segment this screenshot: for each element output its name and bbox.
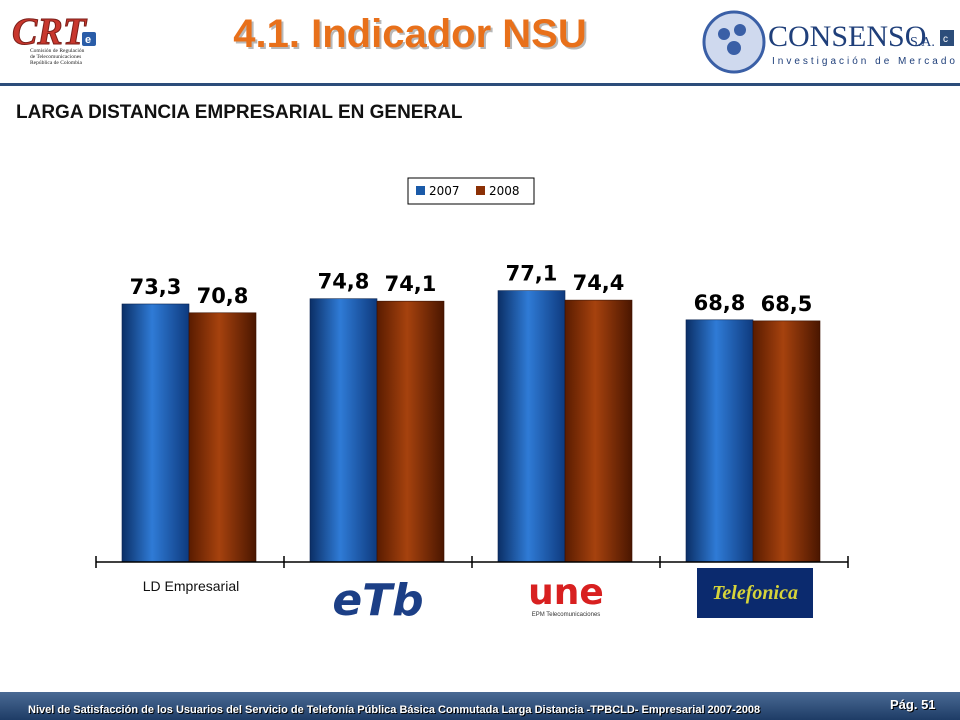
telefonica-logo: Telefonica xyxy=(697,568,813,618)
bar-chart: 2007 2008 73,3 70,8 74,8 74,1 77,1 74,4 68,8 68,… xyxy=(95,177,849,626)
chart-x-axis xyxy=(95,556,849,568)
consenso-tagline: Investigación de Mercados xyxy=(772,56,956,67)
crt-caption-line: de Telecomunicaciones xyxy=(30,54,82,60)
bar-2008-2 xyxy=(376,300,445,563)
bar-2008-4 xyxy=(752,320,821,563)
svg-text:Telefonica: Telefonica xyxy=(712,582,798,604)
bar-2008-1 xyxy=(188,312,257,563)
svg-text:c: c xyxy=(943,34,948,45)
crt-caption-line: Comisión de Regulación xyxy=(30,48,85,54)
svg-text:une: une xyxy=(528,572,604,613)
legend-box xyxy=(407,177,535,205)
data-label: 74,8 xyxy=(318,270,370,294)
chart-data-labels: 73,3 70,8 74,8 74,1 77,1 74,4 68,8 68,5 xyxy=(130,262,813,316)
crt-logo-text: CRT xyxy=(12,11,88,53)
data-label: 77,1 xyxy=(506,262,558,286)
legend-swatch-2007 xyxy=(416,186,425,195)
legend-label-2008: 2008 xyxy=(489,184,520,198)
consenso-logo: CONSENSO S.A. c Investigación de Mercado… xyxy=(702,10,956,74)
header-divider xyxy=(0,83,960,86)
data-label: 68,8 xyxy=(694,291,746,315)
data-label: 70,8 xyxy=(197,284,249,308)
svg-text:e: e xyxy=(85,34,91,46)
consenso-name: CONSENSO xyxy=(768,20,926,53)
x-tick-label: LD Empresarial xyxy=(143,578,239,594)
bar-2007-1 xyxy=(121,303,190,563)
data-label: 74,4 xyxy=(573,271,625,295)
chart-subtitle: LARGA DISTANCIA EMPRESARIAL EN GENERAL xyxy=(16,102,463,123)
consenso-suffix: S.A. xyxy=(910,35,935,50)
footer-bar xyxy=(0,692,960,720)
bar-2007-4 xyxy=(685,319,754,563)
une-logo: une EPM Telecomunicaciones xyxy=(528,572,604,618)
legend-label-2007: 2007 xyxy=(429,184,460,198)
page-number: Pág. 51 xyxy=(890,697,936,712)
data-label: 74,1 xyxy=(385,272,437,296)
crt-logo: CRT e xyxy=(12,11,96,54)
bar-2008-3 xyxy=(564,299,633,563)
data-label: 73,3 xyxy=(130,275,182,299)
crt-caption-line: República de Colombia xyxy=(30,60,82,66)
legend-swatch-2008 xyxy=(476,186,485,195)
data-label: 68,5 xyxy=(761,292,813,316)
svg-text:eTb: eTb xyxy=(332,575,423,626)
bar-2007-3 xyxy=(497,290,566,563)
etb-logo: eTb xyxy=(332,575,423,626)
svg-text:EPM Telecomunicaciones: EPM Telecomunicaciones xyxy=(532,612,601,618)
chart-legend: 2007 2008 xyxy=(407,177,535,205)
crt-caption: Comisión de Regulación de Telecomunicaci… xyxy=(30,48,130,66)
bar-2007-2 xyxy=(309,298,378,563)
chart-bars xyxy=(121,290,821,563)
footer-text: Nivel de Satisfacción de los Usuarios de… xyxy=(28,704,761,716)
slide-title: 4.1. Indicador NSU xyxy=(233,12,587,56)
